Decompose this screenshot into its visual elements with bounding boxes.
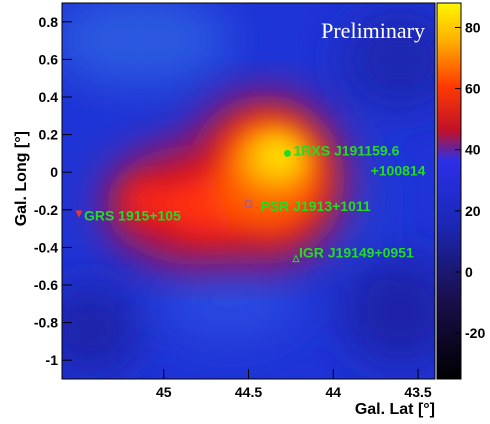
source-marker-square bbox=[244, 200, 253, 208]
colorbar-tick-label: -20 bbox=[465, 325, 485, 341]
source-marker-dot bbox=[283, 149, 291, 157]
colorbar-ticks: 80 60 40 20 0 -20 bbox=[455, 19, 485, 341]
colorbar-tick-label: 20 bbox=[465, 203, 481, 219]
source-marker-triangle-up bbox=[292, 254, 300, 263]
source-label: 1RXS J191159.6 bbox=[293, 142, 399, 158]
source-label: PSR J1913+1011 bbox=[261, 198, 371, 214]
source-label: GRS 1915+105 bbox=[84, 208, 181, 224]
preliminary-label: Preliminary bbox=[321, 18, 425, 43]
x-tick-label: 44.5 bbox=[235, 384, 262, 400]
colorbar: 80 60 40 20 0 -20 bbox=[436, 2, 485, 380]
y-axis-title: Gal. Long [°] bbox=[13, 131, 30, 226]
x-axis: 45 44.5 44 43.5 bbox=[156, 369, 432, 400]
source-label: +100814 bbox=[371, 162, 426, 178]
emission-core bbox=[125, 115, 325, 235]
colorbar-tick-label: 60 bbox=[465, 81, 481, 97]
source-markers bbox=[75, 149, 300, 263]
x-tick-label: 44 bbox=[325, 384, 341, 400]
heatmap-plot-area: 1RXS J191159.6 +100814 PSR J1913+1011 GRS 1… bbox=[62, 3, 435, 379]
colorbar-gradient bbox=[436, 2, 462, 380]
x-tick-label: 43.5 bbox=[404, 384, 431, 400]
y-tick-label: -0.8 bbox=[34, 315, 58, 331]
colorbar-tick-label: 80 bbox=[465, 19, 481, 35]
x-tick-label: 45 bbox=[156, 384, 172, 400]
y-tick-label: -0.6 bbox=[34, 277, 58, 293]
colorbar-tick-label: 40 bbox=[465, 142, 481, 158]
source-marker-triangle-down bbox=[75, 210, 83, 218]
source-labels: 1RXS J191159.6 +100814 PSR J1913+1011 GRS 1… bbox=[84, 142, 426, 260]
colorbar-tick-label: 0 bbox=[465, 264, 473, 280]
y-tick-label: -0.2 bbox=[34, 202, 58, 218]
source-label: IGR J19149+0951 bbox=[299, 245, 414, 261]
y-tick-label: -0.4 bbox=[34, 239, 58, 255]
y-tick-label: -1 bbox=[46, 352, 59, 368]
y-axis: 0.8 0.6 0.4 0.2 0 -0.2 -0.4 -0.6 -0.8 -1 bbox=[34, 14, 72, 368]
y-tick-label: 0.6 bbox=[39, 51, 59, 67]
y-tick-label: 0.4 bbox=[39, 89, 59, 105]
x-axis-title: Gal. Lat [°] bbox=[355, 401, 435, 418]
y-tick-label: 0 bbox=[50, 164, 58, 180]
y-tick-label: 0.2 bbox=[39, 127, 59, 143]
y-tick-label: 0.8 bbox=[39, 14, 59, 30]
